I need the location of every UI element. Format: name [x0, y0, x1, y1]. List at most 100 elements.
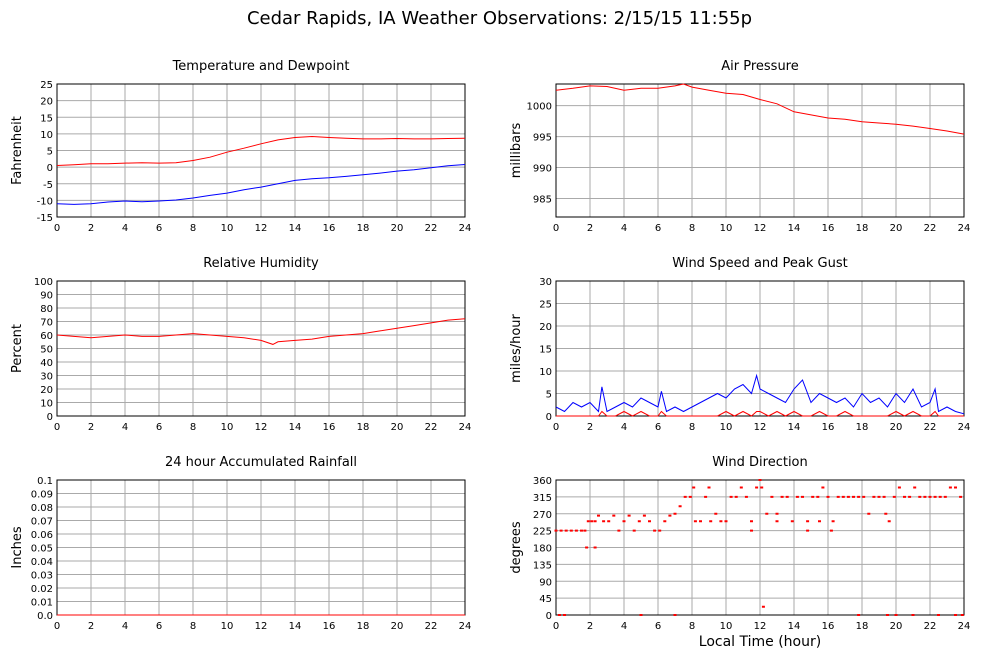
direction-point: [693, 520, 697, 523]
direction-point: [637, 520, 641, 523]
x-tick-label: 6: [156, 621, 162, 632]
direction-point: [948, 486, 952, 489]
direction-point: [688, 495, 692, 498]
y-tick-label: 45: [539, 594, 552, 605]
direction-point: [564, 529, 568, 532]
direction-point: [960, 614, 964, 616]
x-tick-label: 22: [924, 422, 937, 433]
direction-point: [785, 495, 789, 498]
x-tick-label: 18: [357, 223, 370, 234]
x-tick-label: 22: [425, 621, 438, 632]
y-tick-label: 0.0: [37, 611, 53, 622]
series-line-0: [555, 373, 965, 415]
chart-title: Air Pressure: [721, 59, 799, 74]
y-tick-label: 0.01: [31, 598, 53, 609]
chart-title: Wind Direction: [712, 455, 808, 470]
direction-point: [780, 495, 784, 498]
direction-point: [692, 486, 696, 489]
x-tick-label: 4: [621, 621, 627, 632]
direction-point: [590, 520, 594, 523]
x-tick-label: 20: [391, 223, 404, 234]
y-tick-label: 995: [533, 133, 552, 144]
x-tick-label: 24: [459, 422, 472, 433]
y-tick-label: 0.04: [31, 557, 53, 568]
direction-point: [586, 520, 590, 523]
x-tick-label: 20: [890, 621, 903, 632]
direction-point: [760, 486, 764, 489]
plot-frame: [555, 280, 965, 417]
x-tick-label: 0: [553, 621, 559, 632]
x-tick-label: 10: [221, 422, 234, 433]
x-tick-label: 0: [553, 223, 559, 234]
chart-title: 24 hour Accumulated Rainfall: [165, 455, 357, 470]
direction-point: [892, 495, 896, 498]
direction-point: [933, 495, 937, 498]
x-tick-label: 12: [255, 223, 268, 234]
direction-point: [954, 614, 957, 616]
direction-point: [744, 495, 748, 498]
y-tick-label: 5: [47, 147, 53, 158]
direction-point: [612, 514, 616, 517]
y-tick-label: 0: [47, 163, 53, 174]
x-tick-label: 8: [689, 422, 695, 433]
direction-point: [557, 614, 561, 616]
x-tick-label: 16: [822, 422, 835, 433]
direction-point: [882, 495, 886, 498]
direction-point: [770, 495, 774, 498]
direction-point: [755, 486, 759, 489]
x-tick-label: 14: [289, 422, 302, 433]
direction-point: [607, 520, 611, 523]
direction-point: [699, 520, 702, 523]
x-tick-label: 6: [655, 422, 661, 433]
series-line-0: [56, 318, 466, 345]
x-tick-label: 14: [289, 621, 302, 632]
x-tick-label: 20: [890, 422, 903, 433]
y-tick-label: 50: [40, 345, 53, 356]
direction-point: [897, 486, 901, 489]
x-tick-label: 24: [958, 621, 971, 632]
y-axis-label: millibars: [509, 123, 524, 179]
direction-point: [585, 546, 589, 549]
direction-point: [954, 486, 957, 489]
x-tick-label: 16: [323, 621, 336, 632]
direction-point: [739, 486, 743, 489]
x-tick-label: 2: [587, 223, 593, 234]
x-tick-label: 16: [323, 422, 336, 433]
x-tick-label: 16: [822, 223, 835, 234]
direction-point: [894, 614, 898, 616]
direction-point: [583, 529, 587, 532]
direction-point: [937, 614, 940, 616]
direction-point: [639, 614, 643, 616]
direction-point: [658, 529, 662, 532]
x-tick-label: 0: [54, 223, 60, 234]
y-tick-label: 0.03: [31, 571, 53, 582]
direction-point: [867, 512, 871, 515]
x-tick-label: 8: [190, 223, 196, 234]
direction-point: [714, 512, 718, 515]
x-tick-label: 22: [425, 422, 438, 433]
direction-point: [801, 495, 804, 498]
y-tick-label: 990: [533, 164, 552, 175]
x-tick-label: 0: [553, 422, 559, 433]
direction-point: [559, 529, 563, 532]
x-tick-label: 12: [754, 621, 767, 632]
direction-point: [806, 520, 810, 523]
series-line-1: [56, 164, 466, 205]
series-line-0: [56, 135, 466, 166]
y-tick-label: 25: [40, 80, 53, 91]
x-tick-label: 14: [788, 422, 801, 433]
x-tick-label: 2: [88, 223, 94, 234]
x-tick-label: 10: [221, 223, 234, 234]
x-tick-label: 6: [655, 223, 661, 234]
x-tick-label: 12: [754, 422, 767, 433]
direction-point: [580, 529, 583, 532]
direction-point: [908, 495, 912, 498]
direction-point: [818, 520, 821, 523]
direction-point: [724, 520, 728, 523]
x-tick-label: 6: [156, 422, 162, 433]
y-tick-label: 60: [40, 331, 53, 342]
direction-point: [709, 520, 713, 523]
direction-point: [554, 529, 558, 532]
direction-point: [857, 614, 861, 616]
